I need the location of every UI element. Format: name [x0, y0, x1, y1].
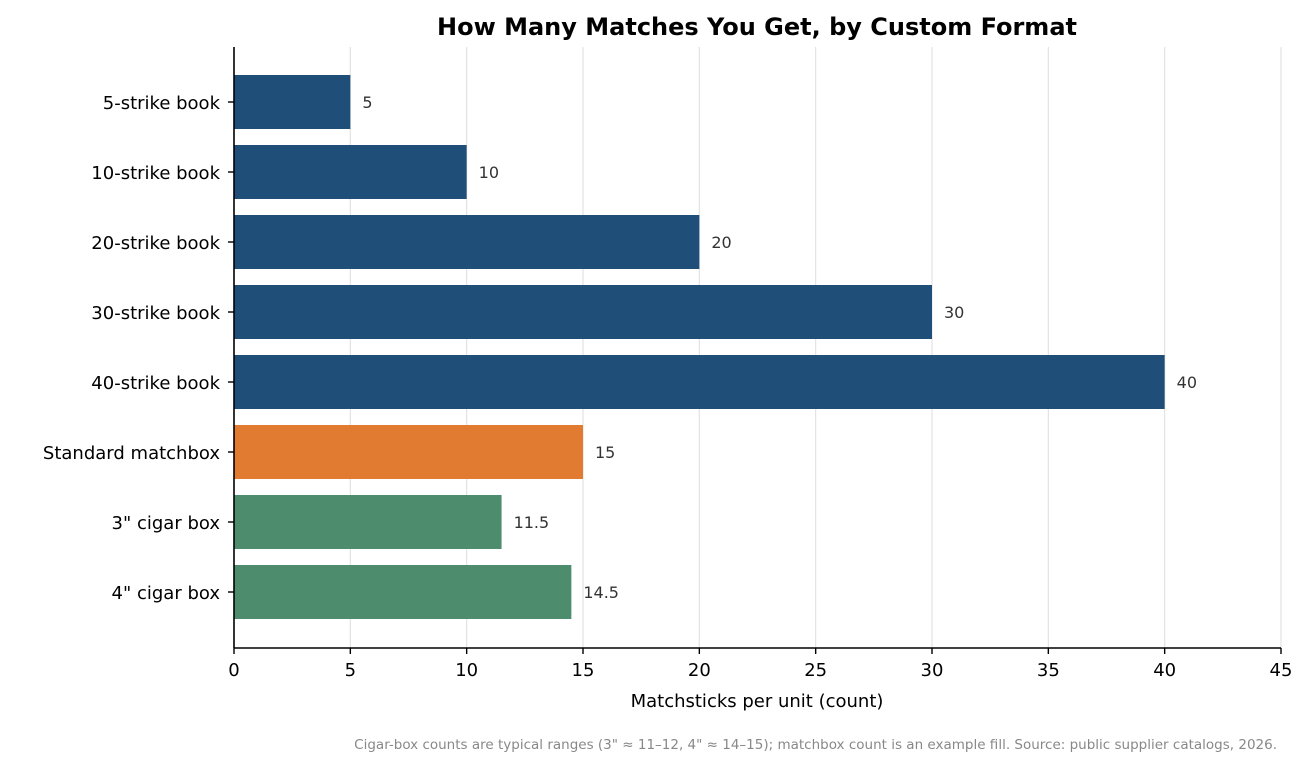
x-tick-label: 40	[1153, 660, 1176, 681]
y-tick-label: 3" cigar box	[112, 513, 221, 534]
gridlines	[349, 47, 1282, 648]
x-axis-label: Matchsticks per unit (count)	[631, 691, 884, 712]
y-tick-label: 30-strike book	[91, 303, 220, 324]
footnote: Cigar-box counts are typical ranges (3" …	[354, 737, 1277, 753]
data-label: 5	[362, 93, 372, 112]
y-tick-label: Standard matchbox	[43, 443, 220, 464]
data-label: 15	[595, 443, 615, 462]
bar	[234, 285, 932, 339]
axes	[233, 47, 1281, 649]
data-label: 40	[1177, 373, 1197, 392]
bar	[234, 355, 1165, 409]
x-tick-label: 45	[1270, 660, 1293, 681]
bar	[234, 495, 502, 549]
x-tick-label: 15	[572, 660, 595, 681]
x-tick-labels: 0 5 10 15 20 25 30 35 40 45	[228, 648, 1292, 681]
data-label: 20	[711, 233, 731, 252]
y-tick-label: 10-strike book	[91, 163, 220, 184]
chart-title: How Many Matches You Get, by Custom Form…	[437, 13, 1077, 41]
x-tick-label: 35	[1037, 660, 1060, 681]
y-tick-label: 40-strike book	[91, 373, 220, 394]
data-label: 30	[944, 303, 964, 322]
data-label: 14.5	[583, 583, 619, 602]
x-tick-label: 0	[228, 660, 239, 681]
x-tick-label: 30	[921, 660, 944, 681]
bar	[234, 565, 572, 619]
bar	[234, 425, 583, 479]
bar	[234, 145, 467, 199]
data-labels: 5 10 20 30 40 15 11.5 14.5	[362, 93, 1197, 602]
data-label: 10	[479, 163, 499, 182]
y-tick-label: 4" cigar box	[112, 583, 221, 604]
x-tick-label: 25	[804, 660, 827, 681]
bar	[234, 75, 351, 129]
x-tick-label: 20	[688, 660, 711, 681]
y-tick-label: 5-strike book	[103, 93, 221, 114]
x-tick-label: 10	[455, 660, 478, 681]
data-label: 11.5	[514, 513, 550, 532]
bars	[234, 75, 1165, 619]
x-tick-label: 5	[345, 660, 356, 681]
y-tick-labels: 5-strike book 10-strike book 20-strike boo…	[43, 93, 234, 604]
y-tick-label: 20-strike book	[91, 233, 220, 254]
bar	[234, 215, 700, 269]
